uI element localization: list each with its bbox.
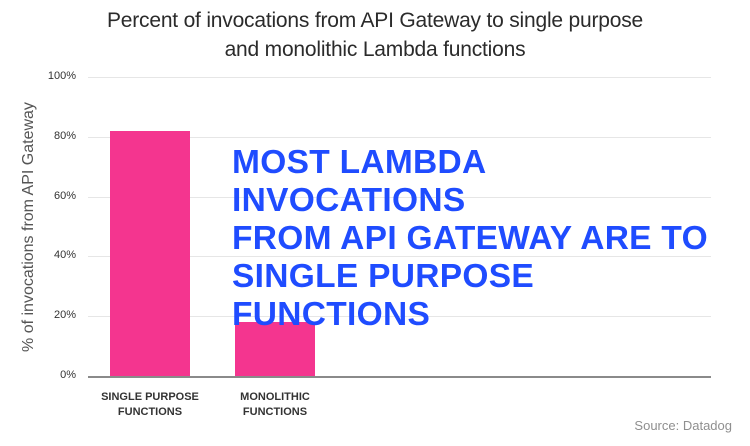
chart-title-line-1: Percent of invocations from API Gateway …	[106, 9, 644, 32]
x-tick-label-single-purpose: SINGLE PURPOSE FUNCTIONS	[80, 390, 220, 420]
gridline	[88, 77, 711, 78]
annotation-line-3: SINGLE PURPOSE FUNCTIONS	[232, 258, 535, 333]
y-tick-label: 60%	[53, 190, 76, 202]
gridline	[88, 197, 711, 198]
x-tick-line: MONOLITHIC	[240, 391, 310, 403]
y-tick-label: 80%	[53, 130, 76, 142]
y-axis-label: % of invocations from API Gateway	[20, 102, 37, 352]
annotation-line-2: FROM API GATEWAY ARE TO	[232, 220, 708, 257]
x-tick-line: SINGLE PURPOSE	[101, 391, 199, 403]
y-tick-label: 20%	[53, 309, 76, 321]
y-tick-label: 0%	[60, 369, 76, 381]
annotation-line-1: MOST LAMBDA INVOCATIONS	[232, 144, 486, 219]
chart-annotation: MOST LAMBDA INVOCATIONS FROM API GATEWAY…	[232, 144, 712, 334]
x-axis-line	[88, 376, 711, 378]
y-tick-label: 100%	[47, 70, 76, 82]
gridline	[88, 137, 711, 138]
y-tick-label: 40%	[53, 249, 76, 261]
x-tick-line: FUNCTIONS	[242, 406, 308, 418]
gridline	[88, 256, 711, 257]
gridline	[88, 316, 711, 317]
source-note: Source: Datadog	[634, 418, 732, 433]
x-tick-line: FUNCTIONS	[117, 406, 183, 418]
x-tick-label-monolithic: MONOLITHIC FUNCTIONS	[205, 390, 345, 420]
chart-title-line-2: and monolithic Lambda functions	[224, 38, 526, 61]
chart-title: Percent of invocations from API Gateway …	[0, 6, 750, 64]
bar-single-purpose	[110, 131, 190, 376]
bar-monolithic	[235, 322, 315, 376]
